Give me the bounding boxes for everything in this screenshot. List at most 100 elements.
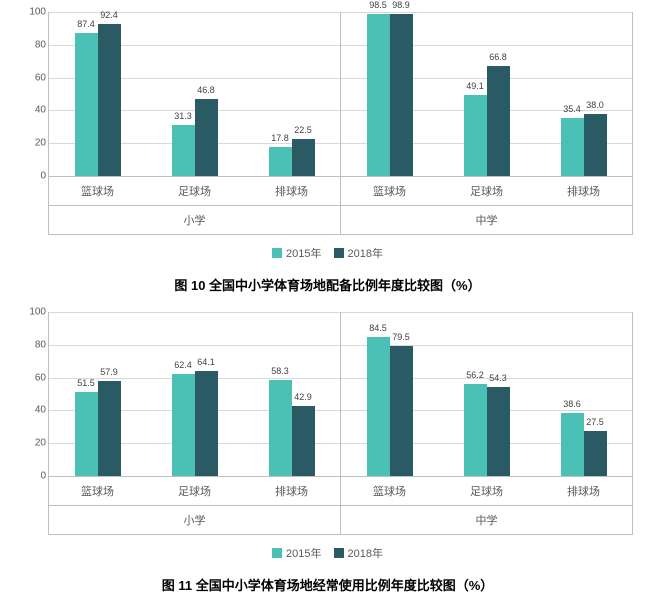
bar-value-label: 98.9: [390, 0, 413, 10]
x-group-label: 中学: [340, 206, 633, 235]
bar-series-b: 42.9: [292, 406, 315, 476]
x-group: 篮球场足球场排球场: [340, 177, 633, 206]
category-cell: 51.557.9: [49, 312, 146, 476]
bar-value-label: 38.0: [584, 100, 607, 110]
bar-value-label: 66.8: [487, 52, 510, 62]
bar-value-label: 17.8: [269, 133, 292, 143]
bar-series-b: 79.5: [390, 346, 413, 476]
x-axis-groups: 小学中学: [48, 206, 633, 235]
bar-value-label: 49.1: [464, 81, 487, 91]
bar-series-a: 87.4: [75, 33, 98, 176]
legend: 2015年 2018年: [18, 245, 637, 261]
bar-series-a: 51.5: [75, 392, 98, 476]
y-tick: 20: [35, 438, 46, 449]
y-tick: 60: [35, 72, 46, 83]
y-axis: 020406080100: [18, 12, 48, 176]
legend-item: 2018年: [334, 245, 383, 261]
bar-value-label: 31.3: [172, 111, 195, 121]
x-axis-categories: 篮球场足球场排球场篮球场足球场排球场: [48, 477, 633, 506]
bar-value-label: 54.3: [487, 373, 510, 383]
legend-swatch: [334, 248, 344, 258]
group-panel: 84.579.556.254.338.627.5: [340, 312, 633, 476]
category-cell: 84.579.5: [341, 312, 438, 476]
chart-0: 02040608010087.492.431.346.817.822.598.5…: [0, 0, 655, 294]
bar-value-label: 92.4: [98, 10, 121, 20]
category-cell: 58.3 42.9: [243, 312, 340, 476]
bar-value-label: 22.5: [292, 125, 315, 135]
legend-swatch: [334, 548, 344, 558]
x-category-label: 排球场: [243, 177, 340, 205]
chart-1: 02040608010051.557.962.464.158.342.984.5…: [0, 300, 655, 594]
bar-series-b: 54.3: [487, 387, 510, 476]
legend-label: 2018年: [348, 245, 383, 261]
chart-caption: 图 11 全国中小学体育场地经常使用比例年度比较图（%）: [18, 575, 637, 594]
bar-series-a: 49.1: [464, 95, 487, 176]
bars-row: 87.492.431.346.817.822.598.598.949.166.8…: [48, 12, 633, 176]
bar-value-label: 42.9: [292, 392, 315, 402]
legend: 2015年 2018年: [18, 545, 637, 561]
bars-row: 51.557.962.464.158.342.984.579.556.254.3…: [48, 312, 633, 476]
y-tick: 20: [35, 138, 46, 149]
x-category-label: 足球场: [438, 477, 535, 505]
x-group-label: 小学: [48, 506, 340, 535]
bar-series-a: 31.3: [172, 125, 195, 176]
bar-series-b: 27.5: [584, 431, 607, 476]
y-tick: 100: [29, 307, 46, 318]
bar-series-b: 46.8: [195, 99, 218, 176]
bar-value-label: 56.2: [464, 370, 487, 380]
x-group: 篮球场足球场排球场: [48, 177, 340, 206]
bar-series-b: 38.0: [584, 114, 607, 176]
category-cell: 49.166.8: [438, 12, 535, 176]
x-axis-categories: 篮球场足球场排球场篮球场足球场排球场: [48, 177, 633, 206]
bar-value-label: 84.5: [367, 323, 390, 333]
category-cell: 87.492.4: [49, 12, 146, 176]
x-group-label: 中学: [340, 506, 633, 535]
y-tick: 100: [29, 7, 46, 18]
legend-label: 2015年: [286, 245, 321, 261]
x-category-label: 足球场: [146, 177, 243, 205]
legend-item: 2015年: [272, 545, 321, 561]
category-cell: 35.438.0: [535, 12, 632, 176]
legend-swatch: [272, 248, 282, 258]
legend-label: 2015年: [286, 545, 321, 561]
x-category-label: 篮球场: [341, 177, 438, 205]
x-group-label: 小学: [48, 206, 340, 235]
bar-value-label: 79.5: [390, 332, 413, 342]
bar-series-a: 38.6: [561, 413, 584, 476]
bar-series-a: 84.5: [367, 337, 390, 476]
plot-area: 02040608010087.492.431.346.817.822.598.5…: [48, 12, 633, 177]
x-category-label: 篮球场: [49, 177, 146, 205]
legend-item: 2015年: [272, 245, 321, 261]
y-tick: 0: [40, 471, 46, 482]
bar-value-label: 35.4: [561, 104, 584, 114]
group-panel: 51.557.962.464.158.342.9: [48, 312, 340, 476]
x-category-label: 篮球场: [341, 477, 438, 505]
bar-series-a: 56.2: [464, 384, 487, 476]
chart-caption: 图 10 全国中小学体育场地配备比例年度比较图（%）: [18, 275, 637, 294]
y-tick: 0: [40, 171, 46, 182]
bar-series-a: 17.8: [269, 147, 292, 176]
bar-series-b: 64.1: [195, 371, 218, 476]
bar-value-label: 64.1: [195, 357, 218, 367]
x-category-label: 足球场: [438, 177, 535, 205]
legend-item: 2018年: [334, 545, 383, 561]
x-category-label: 排球场: [535, 177, 632, 205]
category-cell: 17.822.5: [243, 12, 340, 176]
bar-value-label: 58.3: [269, 366, 292, 376]
bar-series-b: 66.8: [487, 66, 510, 176]
category-cell: 56.254.3: [438, 312, 535, 476]
bar-value-label: 87.4: [75, 19, 98, 29]
category-cell: 62.464.1: [146, 312, 243, 476]
legend-swatch: [272, 548, 282, 558]
bar-series-b: 57.9: [98, 381, 121, 476]
y-tick: 40: [35, 105, 46, 116]
y-tick: 40: [35, 405, 46, 416]
bar-series-b: 98.9: [390, 14, 413, 176]
bar-value-label: 46.8: [195, 85, 218, 95]
bar-value-label: 62.4: [172, 360, 195, 370]
x-category-label: 足球场: [146, 477, 243, 505]
bar-value-label: 38.6: [561, 399, 584, 409]
group-panel: 87.492.431.346.817.822.5: [48, 12, 340, 176]
x-category-label: 排球场: [243, 477, 340, 505]
bar-series-b: 92.4: [98, 24, 121, 176]
